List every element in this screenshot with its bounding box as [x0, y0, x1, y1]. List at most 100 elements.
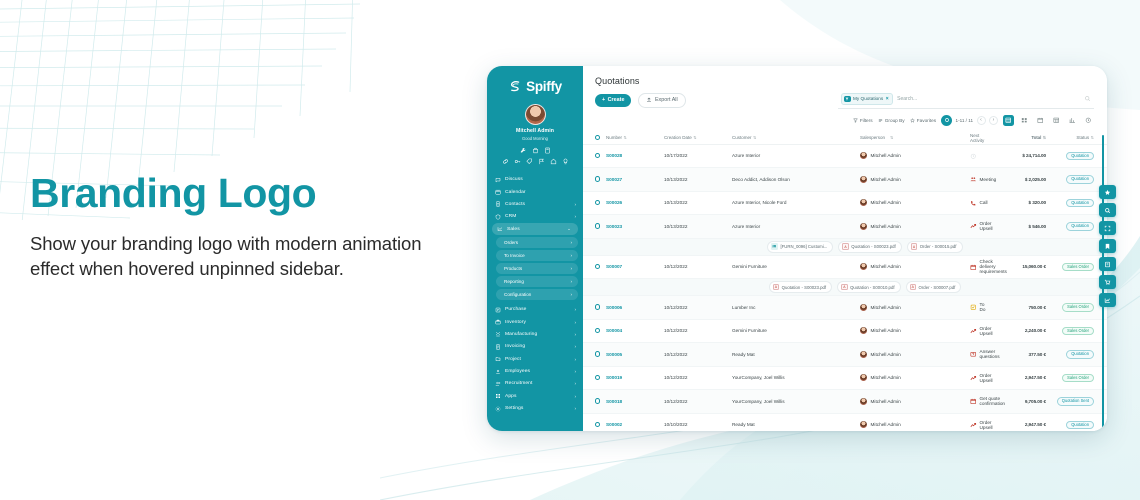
- column-header-total[interactable]: Total ⇅: [984, 135, 1046, 140]
- sidebar-item-calendar[interactable]: Calendar: [487, 186, 583, 198]
- bulb-icon[interactable]: [562, 158, 569, 165]
- attachment-chip[interactable]: [FURN_0096] Customi...: [767, 240, 834, 253]
- column-header-next-activity[interactable]: Next Activity: [970, 133, 984, 143]
- view-switch-list[interactable]: [1003, 114, 1014, 126]
- table-row[interactable]: S00002 10/10/2022 Ready Mat Mitchell Admin O…: [583, 413, 1107, 431]
- row-checkbox[interactable]: [595, 223, 606, 229]
- key-icon[interactable]: [514, 158, 521, 165]
- row-checkbox[interactable]: [595, 152, 606, 159]
- table-row[interactable]: S00004 10/12/2022 Gemini Furniture Mitchell…: [583, 319, 1107, 344]
- sidebar-subitem-orders[interactable]: Orders ›: [496, 237, 578, 249]
- sidebar-item-settings[interactable]: Settings ›: [487, 403, 583, 415]
- cell-next-activity[interactable]: Order Upsell: [970, 221, 993, 231]
- sidebar-item-sales[interactable]: Sales ⌄: [492, 223, 578, 236]
- sidebar-item-manufacturing[interactable]: Manufacturing ›: [487, 328, 583, 340]
- cell-next-activity[interactable]: To Do: [970, 302, 986, 312]
- cell-next-activity[interactable]: Order Upsell: [970, 420, 993, 430]
- group-by-button[interactable]: Group By: [878, 118, 905, 123]
- row-checkbox[interactable]: [595, 199, 606, 206]
- prev-page-button[interactable]: ‹: [976, 115, 986, 125]
- column-header-salesperson[interactable]: Salesperson ⇅: [860, 135, 970, 140]
- table-row[interactable]: S00023 10/13/2022 Azure Interior Mitchell A…: [583, 215, 1107, 239]
- favorites-button[interactable]: Favorites: [909, 118, 936, 123]
- filters-button[interactable]: Filters: [852, 118, 873, 123]
- cell-next-activity[interactable]: Meeting: [970, 176, 996, 183]
- table-row[interactable]: S00027 10/13/2022 Deco Addict, Addison Ols…: [583, 168, 1107, 192]
- table-row[interactable]: S00028 10/17/2022 Azure Interior Mitchell A…: [583, 144, 1107, 169]
- row-checkbox[interactable]: [595, 263, 606, 270]
- tag-icon[interactable]: [525, 158, 533, 165]
- cell-number[interactable]: S00026: [606, 200, 623, 206]
- create-button[interactable]: + Create: [595, 94, 632, 107]
- view-switch-pivot[interactable]: [1051, 115, 1062, 126]
- cell-next-activity[interactable]: Order Upsell: [970, 326, 993, 336]
- sidebar-subitem-products[interactable]: Products ›: [496, 263, 578, 275]
- row-checkbox[interactable]: [595, 374, 606, 381]
- calculator-icon[interactable]: [544, 147, 551, 154]
- attachment-chip[interactable]: A Quotation - S00023.pdf: [768, 281, 833, 294]
- view-switch-activity[interactable]: [1083, 115, 1094, 126]
- search-icon[interactable]: [1084, 95, 1091, 102]
- cell-number[interactable]: S00023: [606, 223, 623, 229]
- search-bar[interactable]: My Quotations × Search...: [838, 93, 1094, 110]
- export-all-button[interactable]: Export All: [638, 93, 686, 108]
- sidebar-item-recruitment[interactable]: Recruitment ›: [487, 378, 583, 390]
- sidebar-item-employees[interactable]: Employees ›: [487, 365, 583, 377]
- column-header-creation-date[interactable]: Creation Date ⇅: [664, 135, 732, 140]
- attachment-chip[interactable]: A Quotation - S00010.pdf: [837, 281, 901, 294]
- sidebar-subitem-reporting[interactable]: Reporting ›: [496, 276, 578, 288]
- cell-next-activity[interactable]: Order Upsell: [970, 373, 993, 383]
- rail-button-layers[interactable]: [1099, 257, 1116, 271]
- sidebar-item-apps[interactable]: Apps ›: [487, 390, 583, 402]
- column-header-customer[interactable]: Customer ⇅: [732, 135, 860, 140]
- cell-next-activity[interactable]: Call: [970, 200, 988, 207]
- table-row[interactable]: S00018 10/12/2022 YourCompany, Joel Willis…: [583, 390, 1107, 414]
- next-page-button[interactable]: ›: [989, 115, 998, 125]
- table-row[interactable]: S00005 10/12/2022 Ready Mat Mitchell Admin A…: [583, 343, 1107, 367]
- row-checkbox[interactable]: [595, 398, 606, 404]
- cell-next-activity[interactable]: Check delivery requirements: [970, 259, 1007, 274]
- row-checkbox[interactable]: [595, 351, 606, 357]
- flag-icon[interactable]: [538, 158, 545, 165]
- cell-next-activity[interactable]: [970, 153, 984, 160]
- rail-button-star[interactable]: [1099, 185, 1116, 199]
- home-icon[interactable]: [550, 158, 557, 165]
- cell-number[interactable]: S00028: [606, 153, 623, 159]
- filter-chip-my-quotations[interactable]: My Quotations ×: [841, 93, 894, 105]
- cell-next-activity[interactable]: Get quote confirmation: [970, 396, 1005, 406]
- sidebar-item-purchase[interactable]: Purchase ›: [487, 303, 583, 315]
- view-switch-calendar[interactable]: [1035, 115, 1046, 126]
- row-checkbox[interactable]: [595, 327, 606, 334]
- sidebar-item-crm[interactable]: CRM ›: [487, 211, 583, 223]
- column-header-status[interactable]: Status ⇅: [1046, 135, 1094, 140]
- sidebar-item-discuss[interactable]: Discuss: [487, 174, 583, 186]
- attachment-chip[interactable]: A Quotation - S00023.pdf: [838, 240, 902, 253]
- search-input[interactable]: Search...: [897, 95, 918, 102]
- brand-logo[interactable]: Spiffy: [487, 75, 583, 97]
- cell-number[interactable]: S00006: [606, 304, 623, 310]
- tools-icon[interactable]: [520, 147, 527, 154]
- attachment-chip[interactable]: A Order - S00015.pdf: [906, 240, 963, 253]
- cell-number[interactable]: S00019: [606, 375, 623, 381]
- sidebar-subitem-configuration[interactable]: Configuration ›: [496, 289, 578, 301]
- select-all-checkbox[interactable]: [595, 134, 606, 141]
- table-row[interactable]: S00026 10/13/2022 Azure Interior, Nicole F…: [583, 191, 1107, 216]
- sidebar-item-inventory[interactable]: Inventory ›: [487, 316, 583, 328]
- sidebar-subitem-to-invoice[interactable]: To Invoice ›: [496, 250, 578, 262]
- cell-number[interactable]: S00018: [606, 398, 623, 404]
- rail-button-cart[interactable]: [1099, 275, 1116, 289]
- sidebar-item-contacts[interactable]: Contacts ›: [487, 198, 583, 210]
- cell-next-activity[interactable]: Answer questions: [970, 349, 1000, 359]
- view-switch-graph[interactable]: [1067, 115, 1078, 126]
- table-row[interactable]: S00006 10/12/2022 Lumber Inc Mitchell Admin…: [583, 296, 1107, 320]
- close-icon[interactable]: ×: [885, 95, 889, 102]
- column-header-number[interactable]: Number ⇅: [606, 135, 664, 140]
- row-checkbox[interactable]: [595, 421, 606, 428]
- cell-number[interactable]: S00005: [606, 351, 623, 357]
- cell-number[interactable]: S00007: [606, 264, 623, 270]
- row-checkbox[interactable]: [595, 304, 606, 310]
- sidebar-item-project[interactable]: Project ›: [487, 353, 583, 365]
- rail-button-bookmark[interactable]: [1099, 239, 1116, 253]
- record-indicator[interactable]: [941, 114, 953, 126]
- user-profile[interactable]: Mitchell Admin Good Morning: [487, 104, 583, 141]
